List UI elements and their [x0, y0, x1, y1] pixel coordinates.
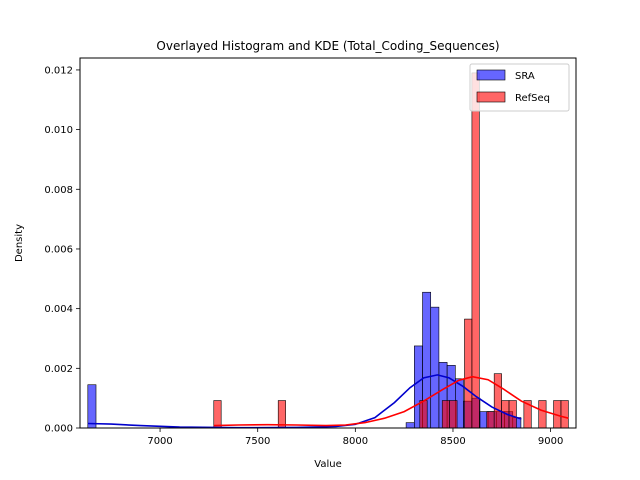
- sra-bar-1: [405, 422, 415, 429]
- y-tick-label-6: 0.012: [44, 65, 73, 76]
- legend-label-sra: SRA: [515, 71, 535, 82]
- legend-label-refseq: RefSeq: [515, 93, 550, 104]
- x-tick-label-4: 9000: [538, 436, 563, 447]
- x-tick-label-2: 8000: [343, 436, 368, 447]
- refseq-kde-line: [213, 375, 569, 427]
- refseq-bar-10: [508, 400, 517, 429]
- axes-frame: [79, 57, 577, 429]
- x-axis-label: Value: [314, 459, 341, 470]
- refseq-bar-1: [277, 400, 286, 429]
- sra-kde-line: [87, 374, 522, 429]
- refseq-bar-12: [538, 400, 547, 429]
- y-tick-label-2: 0.004: [44, 304, 73, 315]
- y-tick-label-5: 0.010: [44, 125, 73, 136]
- chart-title: Overlayed Histogram and KDE (Total_Codin…: [156, 39, 499, 53]
- y-tick-label-1: 0.002: [44, 364, 73, 375]
- y-tick-label-4: 0.008: [44, 185, 73, 196]
- refseq-bar-2: [419, 400, 428, 429]
- x-tick-label-0: 7000: [147, 436, 172, 447]
- refseq-bar-8: [493, 373, 502, 429]
- legend-swatch-sra: [476, 69, 506, 81]
- x-tick-label-3: 8500: [440, 436, 465, 447]
- sra-bar-4: [430, 306, 440, 429]
- legend-swatch-refseq: [476, 91, 506, 103]
- refseq-bar-7: [486, 411, 495, 429]
- sra-bar-0: [87, 384, 97, 429]
- refseq-bar-14: [560, 400, 569, 429]
- y-tick-label-0: 0.000: [44, 424, 73, 435]
- y-axis-label: Density: [14, 224, 25, 262]
- y-tick-label-3: 0.006: [44, 244, 73, 255]
- refseq-bar-4: [449, 400, 458, 429]
- axis-ticks: 7000 7500 8000 8500 9000 0.000 0.002 0.004 0.006…: [44, 65, 563, 447]
- refseq-bar-0: [213, 400, 222, 429]
- refseq-bar-3: [441, 400, 450, 429]
- refseq-bar-6: [471, 72, 480, 429]
- refseq-bar-5: [464, 318, 473, 429]
- x-tick-label-1: 7500: [245, 436, 270, 447]
- legend: SRA RefSeq: [469, 63, 570, 112]
